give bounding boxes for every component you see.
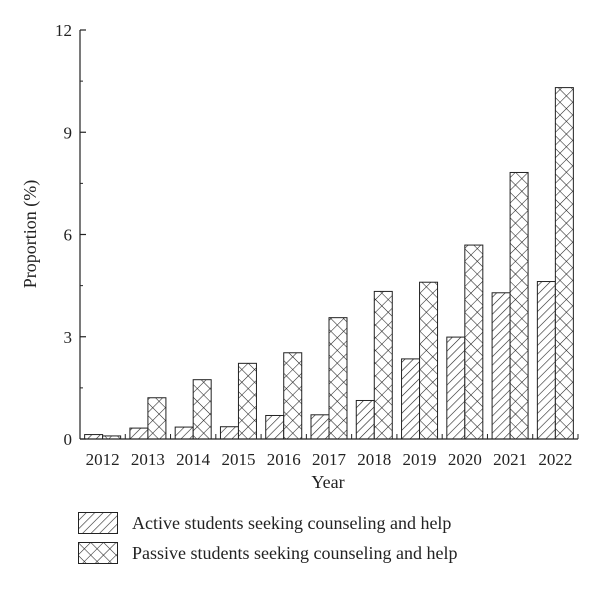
x-tick-label-2020: 2020 bbox=[448, 450, 482, 469]
bar-passive-2021 bbox=[509, 171, 529, 440]
y-axis-label: Proportion (%) bbox=[20, 180, 41, 288]
bar-passive-2013 bbox=[147, 397, 167, 440]
bar-active-2015 bbox=[219, 426, 239, 440]
x-axis-label: Year bbox=[311, 472, 344, 492]
x-tick-label-2012: 2012 bbox=[86, 450, 120, 469]
x-tick-label-2018: 2018 bbox=[357, 450, 391, 469]
legend-item-active: Active students seeking counseling and h… bbox=[78, 510, 457, 536]
y-tick-label-9: 9 bbox=[64, 123, 73, 142]
y-tick-label-12: 12 bbox=[55, 21, 72, 40]
legend-label-passive: Passive students seeking counseling and … bbox=[132, 542, 458, 563]
bar-active-2016 bbox=[265, 414, 285, 440]
bar-passive-2014 bbox=[192, 379, 212, 440]
plot-area: 0 3 6 9 12 2012 2013 2014 2015 2016 2017 2018 2019 20… bbox=[55, 21, 579, 469]
legend-swatch-cross-hatch bbox=[78, 542, 118, 564]
bar-passive-2017 bbox=[328, 317, 348, 440]
x-tick-label-2015: 2015 bbox=[221, 450, 255, 469]
x-tick-label-2022: 2022 bbox=[538, 450, 572, 469]
x-tick-label-2021: 2021 bbox=[493, 450, 527, 469]
x-tick-label-2013: 2013 bbox=[131, 450, 165, 469]
bar-passive-2019 bbox=[419, 281, 439, 440]
bar-active-2022 bbox=[536, 281, 556, 440]
x-tick-label-2017: 2017 bbox=[312, 450, 347, 469]
legend-swatch-diagonal-hatch bbox=[78, 512, 118, 534]
x-tick-label-2016: 2016 bbox=[267, 450, 301, 469]
y-tick-label-6: 6 bbox=[64, 226, 73, 245]
bar-active-2014 bbox=[174, 426, 194, 440]
x-tick-label-2019: 2019 bbox=[403, 450, 437, 469]
bar-passive-2016 bbox=[283, 352, 303, 440]
bar-active-2017 bbox=[310, 414, 330, 440]
bar-active-2013 bbox=[129, 427, 149, 440]
y-tick-label-3: 3 bbox=[64, 328, 73, 347]
legend-label-active: Active students seeking counseling and h… bbox=[132, 512, 452, 533]
legend-item-passive: Passive students seeking counseling and … bbox=[78, 540, 457, 566]
bar-active-2012 bbox=[84, 434, 104, 440]
bar-active-2020 bbox=[446, 336, 466, 440]
bar-active-2018 bbox=[355, 399, 375, 440]
bar-passive-2018 bbox=[373, 290, 393, 440]
bar-passive-2015 bbox=[237, 362, 257, 440]
bar-active-2021 bbox=[491, 292, 511, 440]
x-tick-label-2014: 2014 bbox=[176, 450, 211, 469]
bar-active-2019 bbox=[401, 358, 421, 440]
y-tick-label-0: 0 bbox=[64, 430, 73, 449]
bar-passive-2020 bbox=[464, 244, 484, 440]
legend: Active students seeking counseling and h… bbox=[78, 510, 457, 570]
bar-passive-2022 bbox=[554, 87, 574, 440]
